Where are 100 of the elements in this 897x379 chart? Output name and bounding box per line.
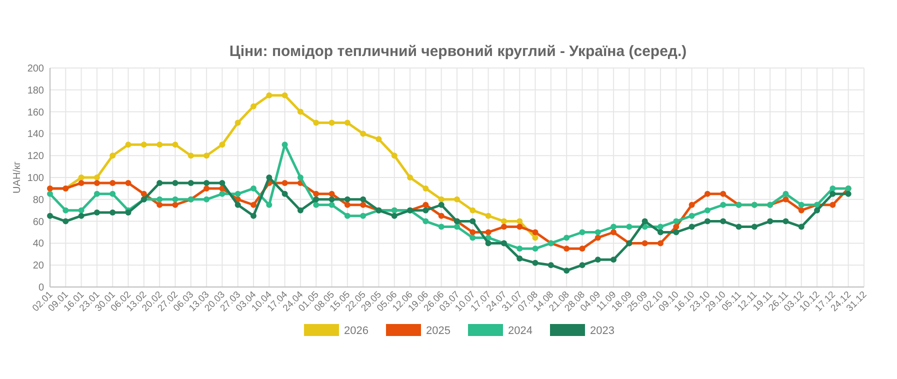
y-tick-label: 200	[27, 64, 44, 74]
point	[172, 180, 178, 186]
y-tick-label: 80	[32, 194, 44, 206]
point	[782, 190, 789, 197]
point	[830, 190, 836, 197]
point	[782, 196, 789, 202]
point	[344, 196, 350, 202]
point	[110, 152, 116, 159]
point	[297, 207, 304, 214]
point	[688, 224, 695, 230]
point	[422, 185, 429, 192]
y-tick-label: 120	[27, 151, 44, 162]
point	[266, 92, 272, 98]
point	[688, 202, 695, 208]
point	[673, 229, 680, 236]
point	[47, 212, 53, 219]
point	[814, 207, 820, 214]
point	[594, 229, 601, 236]
point	[454, 224, 460, 230]
point	[470, 234, 476, 241]
point	[532, 260, 538, 266]
point	[485, 240, 492, 246]
point	[172, 142, 178, 148]
point	[204, 196, 210, 202]
point	[94, 190, 100, 197]
point	[156, 196, 163, 202]
point	[188, 152, 194, 159]
point	[391, 152, 398, 159]
point	[110, 210, 116, 216]
point	[500, 218, 507, 224]
point	[438, 202, 444, 208]
point	[140, 142, 147, 148]
point	[564, 234, 570, 241]
point	[282, 92, 288, 98]
point	[266, 174, 272, 180]
point	[391, 212, 398, 219]
point	[282, 180, 288, 186]
point	[688, 212, 695, 219]
point	[751, 224, 758, 230]
point	[234, 120, 241, 126]
point	[798, 202, 804, 208]
point	[250, 212, 256, 219]
point	[454, 196, 460, 202]
point	[767, 218, 774, 224]
point	[720, 190, 726, 197]
point	[328, 202, 335, 208]
point	[250, 103, 256, 110]
point	[564, 268, 570, 274]
point	[313, 196, 320, 202]
point	[470, 218, 476, 224]
point	[297, 108, 304, 115]
point	[798, 224, 804, 230]
point	[438, 196, 444, 202]
point	[110, 180, 116, 186]
point	[282, 190, 288, 197]
point	[422, 202, 429, 208]
point	[344, 120, 350, 126]
point	[156, 142, 163, 148]
point	[594, 256, 601, 263]
point	[313, 120, 320, 126]
point	[78, 207, 84, 214]
point	[470, 229, 476, 236]
point	[344, 212, 350, 219]
point	[344, 202, 350, 208]
y-axis-title: UAH/кг	[12, 161, 23, 194]
point	[156, 180, 163, 186]
point	[642, 240, 648, 246]
point	[219, 190, 226, 197]
point	[610, 229, 617, 236]
point	[219, 180, 226, 186]
point	[438, 212, 444, 219]
point	[250, 202, 256, 208]
point	[532, 234, 538, 241]
legend-label: 2024	[508, 325, 532, 337]
point	[610, 224, 617, 230]
point	[485, 229, 492, 236]
point	[78, 180, 84, 186]
point	[658, 240, 664, 246]
point	[720, 202, 726, 208]
point	[673, 224, 680, 230]
point	[234, 190, 241, 197]
point	[78, 212, 84, 219]
point	[125, 180, 132, 186]
point	[422, 207, 429, 214]
point	[360, 212, 366, 219]
point	[548, 262, 554, 268]
point	[156, 202, 163, 208]
y-tick-label: 60	[32, 216, 44, 228]
legend-label: 2023	[590, 325, 614, 337]
point	[313, 202, 320, 208]
point	[328, 120, 335, 126]
point	[798, 207, 804, 214]
point	[626, 224, 632, 230]
point	[673, 218, 680, 224]
point	[297, 174, 304, 180]
y-tick-label: 0	[38, 282, 44, 294]
point	[532, 229, 538, 236]
y-tick-label: 140	[27, 129, 44, 140]
point	[438, 224, 444, 230]
point	[125, 142, 132, 148]
